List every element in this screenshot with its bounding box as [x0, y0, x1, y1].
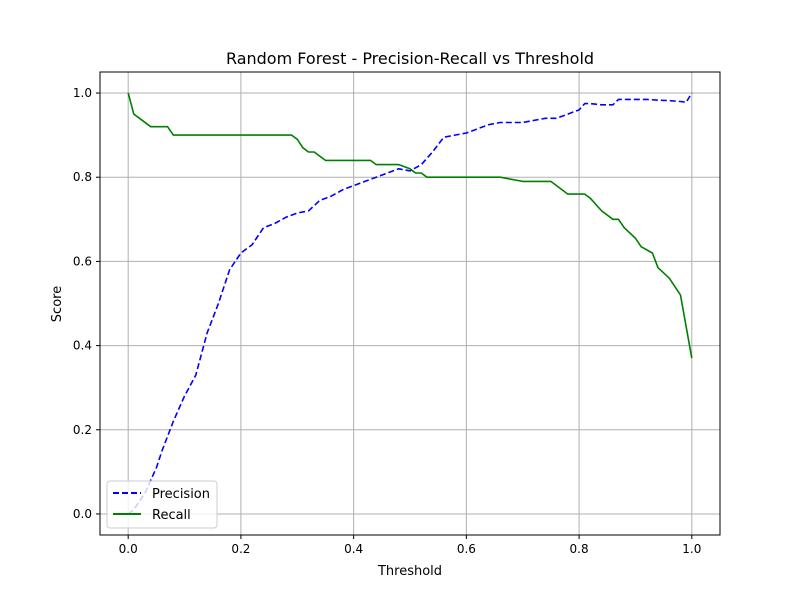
plot-frame — [99, 71, 721, 536]
y-tick-label: 0.6 — [73, 254, 92, 268]
x-tick-label: 0.8 — [570, 542, 589, 556]
chart-title: Random Forest - Precision-Recall vs Thre… — [226, 49, 594, 68]
series-layer — [127, 92, 693, 515]
grid-layer — [100, 72, 720, 535]
y-tick-label: 1.0 — [73, 86, 92, 100]
tick-layer: 0.0 0.2 0.4 0.6 0.8 1.0 0.0 0.2 0.4 0.6 0.8 1.0 — [73, 86, 701, 556]
x-tick-label: 0.0 — [119, 542, 138, 556]
legend-label-precision: Precision — [152, 487, 210, 502]
y-tick-label: 0.8 — [73, 170, 92, 184]
x-tick-label: 1.0 — [682, 542, 701, 556]
legend: Precision Recall — [106, 480, 218, 529]
x-tick-label: 0.6 — [457, 542, 476, 556]
x-tick-label: 0.2 — [231, 542, 250, 556]
y-tick-label: 0.0 — [73, 507, 92, 521]
legend-label-recall: Recall — [152, 508, 191, 523]
x-tick-label: 0.4 — [344, 542, 363, 556]
y-axis-label: Score — [50, 286, 65, 322]
series-line-recall — [127, 92, 693, 359]
series-line-precision — [127, 92, 693, 515]
y-tick-label: 0.2 — [73, 423, 92, 437]
y-tick-label: 0.4 — [73, 339, 92, 353]
x-axis-label: Threshold — [377, 564, 442, 579]
